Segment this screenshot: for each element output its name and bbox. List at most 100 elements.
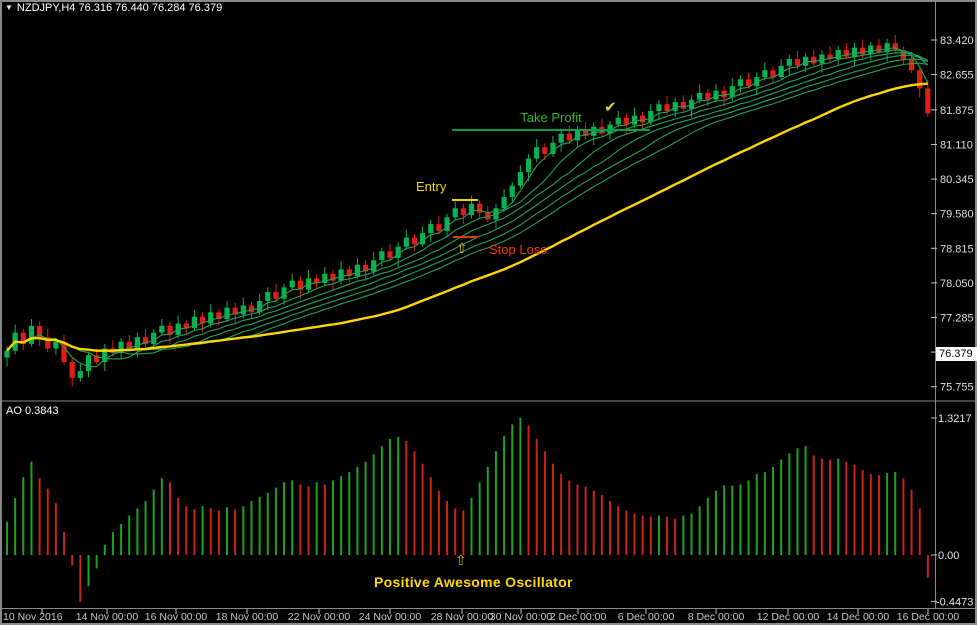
osc-tick-label: 1.3217 [938,413,972,425]
candle-body [729,86,735,98]
candle-body [69,362,75,378]
candle-body [843,49,849,57]
candle-body [656,104,662,112]
candle-body [721,90,727,98]
candle-body [338,269,344,281]
time-tick-label: 28 Nov 00:00 [431,611,494,623]
candle-body [191,316,198,329]
candle-body [240,305,246,315]
candle-body [672,101,678,112]
time-tick-label: 16 Dec 00:00 [897,611,960,623]
candle-body [20,332,26,344]
up-arrow-icon[interactable]: ⇧ [456,240,468,256]
price-tick-label: 81.875 [940,105,974,117]
time-tick-label: 14 Dec 00:00 [827,611,890,623]
candle-body [925,88,931,114]
candle-body [118,341,124,353]
candle-body [53,341,59,349]
candle-body [224,307,230,320]
candle-body [289,280,295,288]
chart-title: ▼ NZDJPY,H4 76.316 76.440 76.284 76.379 [5,3,222,14]
candle-body [387,251,393,259]
price-tick-label: 78.050 [940,278,974,290]
candle-body [444,217,450,231]
candle-body [151,332,157,344]
candle-body [330,273,336,281]
candle-body [216,312,222,320]
candle-body [265,291,271,301]
price-tick-label: 79.580 [940,209,974,221]
candle-body [745,79,752,87]
current-price-marker: 76.379 [936,347,977,361]
candle-body [411,237,418,245]
candle-body [876,45,882,53]
candle-body [884,43,890,53]
candle-body [550,142,556,154]
price-tick-label: 83.420 [940,35,974,47]
take-profit-label[interactable]: Take Profit [520,110,582,125]
candle-body [134,337,140,349]
candle-body [371,260,377,272]
ma-ribbon-line [6,47,929,368]
candle-body [460,208,466,216]
price-tick-label: 78.815 [940,243,974,255]
osc-tick-label: -0.4473 [936,596,973,608]
candle-body [778,65,784,78]
candle-body [811,56,817,64]
candle-body [680,101,686,109]
ma-ribbon-line [6,49,929,360]
time-tick-label: 14 Nov 00:00 [76,611,139,623]
candle-body [257,300,263,313]
candle-body [517,172,523,186]
time-tick-label: 24 Nov 00:00 [359,611,422,623]
symbol-dropdown-icon[interactable]: ▼ [5,3,13,12]
slow-ma-line [6,82,928,352]
stop-loss-label[interactable]: Stop Loss [489,242,547,257]
candle-body [819,54,825,64]
candle-body [908,58,915,71]
up-arrow-icon[interactable]: ⇧ [455,552,467,568]
candle-body [574,129,581,141]
candle-body [534,147,540,159]
ma-ribbon-line [6,58,928,352]
candle-body [159,325,165,333]
chart-title-text: NZDJPY,H4 76.316 76.440 76.284 76.379 [16,2,223,14]
candle-body [314,278,320,283]
candle-body [354,264,361,277]
candle-body [648,111,654,123]
candle-body [468,203,475,216]
candle-body [664,104,670,112]
candle-body [346,269,352,277]
check-icon[interactable]: ✔ [604,99,617,116]
candle-body [379,251,385,261]
candle-body [36,325,43,338]
time-tick-label: 16 Nov 00:00 [145,611,208,623]
take-profit-line[interactable] [452,129,650,131]
time-tick-label: 12 Dec 00:00 [757,611,820,623]
candle-body [827,54,833,59]
candle-body [477,203,483,213]
entry-label[interactable]: Entry [416,179,447,194]
candle-body [737,79,744,87]
candle-body [868,45,874,55]
candle-body [762,70,768,78]
candle-body [208,312,214,324]
price-tick-label: 77.285 [940,312,974,324]
candle-body [705,92,711,100]
candle-body [640,115,646,123]
candle-body [273,291,279,299]
price-tick-label: 82.655 [940,70,974,82]
oscillator-note-label[interactable]: Positive Awesome Oscillator [374,574,573,590]
candle-body [167,325,173,335]
candle-body [436,224,442,231]
candle-body [420,233,426,245]
candle-body [28,325,35,344]
candle-body [835,49,841,59]
candle-body [501,196,507,209]
entry-line[interactable] [452,199,478,201]
stop-loss-line[interactable] [453,236,478,238]
time-tick-label: 22 Nov 00:00 [288,611,351,623]
price-tick-label: 81.110 [940,139,973,151]
